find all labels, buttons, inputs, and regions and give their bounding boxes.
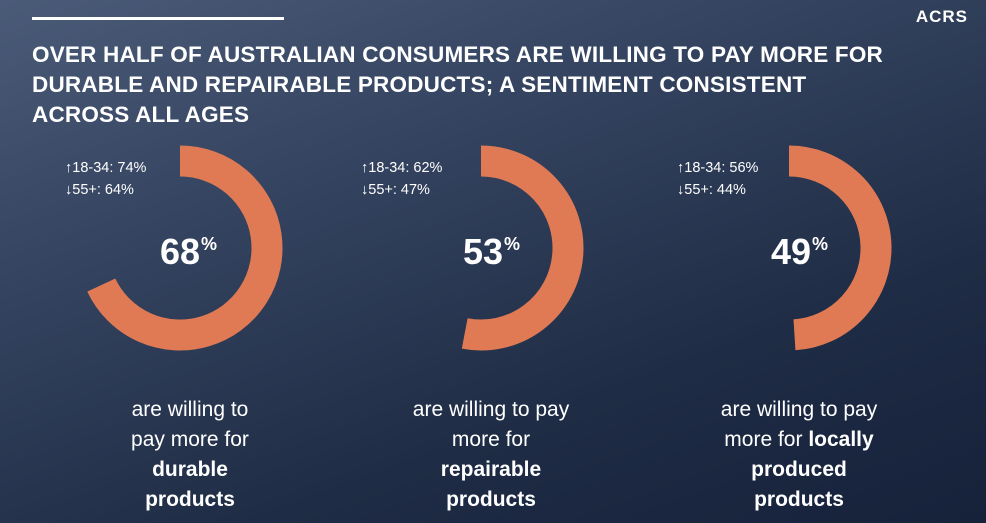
caption-line: durable xyxy=(40,455,340,485)
caption-emphasis: locally xyxy=(808,428,874,451)
caption-line: are willing to pay xyxy=(412,398,570,421)
caption-line: are willing to xyxy=(131,398,249,421)
donut-arc xyxy=(461,145,584,351)
caption: are willing to pay more for locally prod… xyxy=(649,395,949,515)
caption-line: products xyxy=(40,485,340,515)
caption-emphasis: products xyxy=(754,488,844,511)
caption-line: more for locally xyxy=(649,425,949,455)
donut-panel-local: ↑18-34: 56% ↓55+: 44% 49% are willing to… xyxy=(649,145,949,523)
age-stat-old: ↓55+: 44% xyxy=(677,182,746,198)
caption-line: repairable xyxy=(341,455,641,485)
age-stat-young: ↑18-34: 62% xyxy=(361,160,443,176)
donut-chart xyxy=(788,145,892,351)
caption-line: produced xyxy=(649,455,949,485)
caption-emphasis: products xyxy=(446,488,536,511)
percentage-value: 49% xyxy=(771,231,828,273)
page-title: OVER HALF OF AUSTRALIAN CONSUMERS ARE WI… xyxy=(32,40,952,130)
percentage-unit: % xyxy=(201,234,218,254)
caption-line: products xyxy=(341,485,641,515)
caption-line: are willing to pay xyxy=(720,398,878,421)
caption-emphasis: repairable xyxy=(440,458,542,481)
age-stat-old: ↓55+: 64% xyxy=(65,182,134,198)
title-line: ACROSS ALL AGES xyxy=(32,102,250,127)
percentage-value: 53% xyxy=(463,231,520,273)
percentage-number: 53 xyxy=(463,231,504,272)
donut-chart xyxy=(87,145,283,351)
caption-text: more for xyxy=(724,428,809,451)
caption-line: products xyxy=(649,485,949,515)
percentage-number: 68 xyxy=(160,231,201,272)
donut-arc xyxy=(788,145,892,351)
donut-panel-durable: ↑18-34: 74% ↓55+: 64% 68% are willing to… xyxy=(40,145,340,523)
caption: are willing to pay more for durable prod… xyxy=(40,395,340,515)
top-rule xyxy=(32,17,284,20)
percentage-unit: % xyxy=(504,234,521,254)
caption-emphasis: products xyxy=(145,488,235,511)
age-stat-old: ↓55+: 47% xyxy=(361,182,430,198)
caption: are willing to pay more for repairable p… xyxy=(341,395,641,515)
title-line: OVER HALF OF AUSTRALIAN CONSUMERS ARE WI… xyxy=(32,42,883,67)
donut-arc xyxy=(87,145,283,351)
age-stat-young: ↑18-34: 56% xyxy=(677,160,759,176)
donut-chart xyxy=(461,145,584,351)
caption-emphasis: produced xyxy=(751,458,847,481)
title-line: DURABLE AND REPAIRABLE PRODUCTS; A SENTI… xyxy=(32,72,807,97)
caption-emphasis: durable xyxy=(152,458,228,481)
percentage-number: 49 xyxy=(771,231,812,272)
percentage-unit: % xyxy=(812,234,829,254)
age-stat-young: ↑18-34: 74% xyxy=(65,160,147,176)
donut-panel-repairable: ↑18-34: 62% ↓55+: 47% 53% are willing to… xyxy=(341,145,641,523)
caption-line: more for xyxy=(451,428,531,451)
caption-line: pay more for xyxy=(131,428,249,451)
percentage-value: 68% xyxy=(160,231,217,273)
brand-logo: ACRS xyxy=(915,7,968,26)
